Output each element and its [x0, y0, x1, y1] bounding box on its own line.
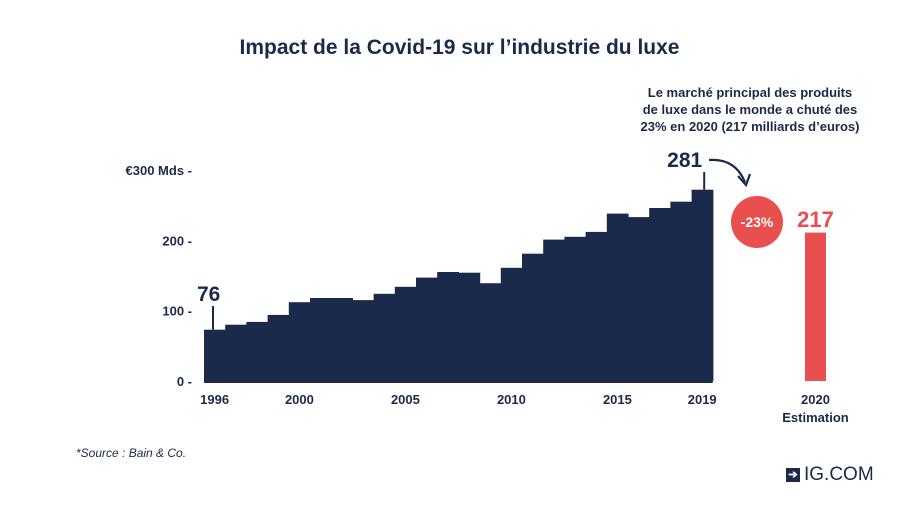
arrow-right-box-icon: ➔	[786, 468, 800, 482]
change-badge	[731, 196, 783, 248]
chart-title: Impact de la Covid-19 sur l’industrie du…	[239, 36, 680, 59]
bar-2009	[479, 283, 502, 381]
y-tick-label: 0 -	[177, 374, 192, 389]
annotation-line: 23% en 2020 (217 milliards d’euros)	[640, 119, 860, 134]
data-label-2019: 281	[667, 149, 702, 172]
bar-2010	[500, 267, 523, 381]
curved-arrow-icon	[708, 158, 747, 183]
y-tick-label: 100 -	[162, 304, 192, 319]
bar-2013	[564, 236, 587, 381]
bar-2006	[416, 277, 438, 381]
logo-text: IG.COM	[804, 464, 874, 485]
bar-1998	[246, 321, 269, 381]
x-tick-label: 2019	[688, 392, 717, 407]
x-tick-label: 2000	[285, 392, 314, 407]
change-badge-label: -23%	[741, 214, 774, 230]
ig-logo: ➔ IG.COM	[786, 464, 874, 486]
data-label-1996: 76	[197, 283, 220, 306]
data-label-2020: 217	[797, 207, 834, 232]
bar-2018	[670, 201, 693, 381]
bar-1999	[267, 314, 290, 381]
bar-2003	[352, 300, 375, 381]
x-tick-label: 1996	[200, 392, 229, 407]
bar-2015	[606, 213, 629, 381]
y-tick-label: €300 Mds -	[126, 163, 192, 178]
annotation-line: Le marché principal des produits	[647, 85, 853, 100]
x-tick-label: 2015	[603, 392, 632, 407]
bar-2007	[437, 272, 459, 381]
bar-2005	[394, 286, 417, 381]
bar-2016	[628, 217, 650, 381]
bar-2011	[522, 253, 544, 381]
bar-2017	[649, 208, 671, 381]
x-tick-label: 2010	[497, 392, 526, 407]
x-tick-label: 2005	[391, 392, 420, 407]
annotation-line: de luxe dans le monde a chuté des	[642, 102, 858, 117]
bar-1996	[204, 329, 226, 381]
y-tick-label: 200 -	[162, 233, 192, 248]
bar-2012	[543, 239, 565, 381]
bar-2002	[331, 298, 353, 381]
bar-2000	[288, 302, 311, 381]
bar-2019	[691, 189, 714, 381]
bar-2004	[373, 293, 396, 381]
bar-2020	[805, 232, 826, 381]
bar-2008	[458, 272, 481, 381]
x-axis-baseline	[204, 381, 713, 383]
annotation-note: Le marché principal des produits de luxe…	[620, 84, 880, 135]
arrow-head-icon	[737, 173, 752, 188]
bar-2001	[310, 298, 332, 381]
bar-2014	[585, 231, 608, 381]
x-tick-label: 2020	[801, 392, 830, 407]
source-note: *Source : Bain & Co.	[76, 446, 187, 460]
x-tick-sublabel: Estimation	[782, 410, 849, 425]
bar-1997	[225, 324, 247, 381]
